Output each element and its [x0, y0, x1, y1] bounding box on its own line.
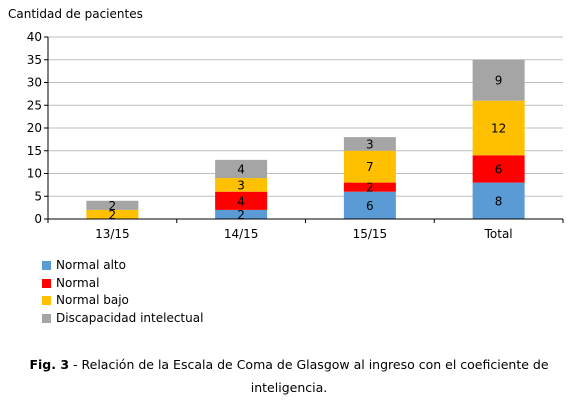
legend-swatch: [42, 296, 51, 306]
legend-item: Normal alto: [42, 257, 203, 275]
y-tick-label: 35: [27, 53, 42, 67]
legend-item: Discapacidad intelectual: [42, 310, 203, 328]
x-tick-label: Total: [484, 227, 513, 241]
bar-segment: [215, 159, 268, 179]
x-tick-label: 13/15: [95, 227, 130, 241]
y-tick-label: 0: [34, 212, 42, 226]
legend-item: Normal: [42, 275, 203, 293]
data-label: 12: [491, 122, 506, 136]
data-label: 2: [237, 208, 245, 222]
y-tick-label: 30: [27, 76, 42, 90]
data-label: 6: [366, 199, 374, 213]
data-label: 7: [366, 160, 374, 174]
legend-label: Normal bajo: [56, 293, 129, 307]
bar-segment: [343, 150, 396, 183]
y-axis-label: Cantidad de pacientes: [8, 7, 143, 21]
y-tick-label: 15: [27, 144, 42, 158]
legend-swatch: [42, 261, 51, 271]
y-tick-label: 25: [27, 98, 42, 112]
bar-segment: [215, 209, 268, 219]
data-label: 4: [237, 194, 245, 208]
data-label: 2: [109, 208, 117, 222]
data-label: 2: [109, 199, 117, 213]
data-label: 4: [237, 162, 245, 176]
data-label: 3: [366, 137, 374, 151]
bar-segment: [215, 178, 268, 192]
y-tick-label: 10: [27, 167, 42, 181]
figure-caption: Fig. 3 - Relación de la Escala de Coma d…: [0, 353, 578, 399]
gridlines: [48, 36, 563, 197]
bar-segment: [343, 137, 396, 151]
legend-label: Normal: [56, 275, 100, 290]
caption-label: Fig. 3: [29, 357, 70, 372]
data-label: 2: [366, 181, 374, 195]
y-tick-label: 20: [27, 121, 42, 135]
bar-segment: [343, 182, 396, 192]
bar-segment: [343, 191, 396, 219]
bar-segment: [472, 155, 525, 183]
x-tick-label: 14/15: [224, 227, 259, 241]
y-ticks: 0 5 10 15 20 25 30 35 40: [27, 30, 48, 226]
bar-segment: [472, 100, 525, 156]
stacked-bar-chart: Cantidad de pacientes 0 5 10 15 20 25 30 35 40 2…: [8, 7, 564, 241]
caption-text: - Relación de la Escala de Coma de Glasg…: [69, 357, 549, 395]
bar-segment: [472, 59, 525, 101]
legend-swatch: [42, 278, 51, 288]
bar-segment: [215, 191, 268, 210]
x-ticks: 13/15 14/15 15/15 Total: [47, 219, 564, 241]
bar-segment: [86, 209, 139, 219]
y-tick-label: 5: [34, 189, 42, 203]
legend-label: Normal alto: [56, 258, 126, 272]
data-label: 9: [495, 74, 503, 88]
data-label: 6: [495, 162, 503, 176]
data-label: 3: [237, 178, 245, 192]
data-label: 8: [495, 194, 503, 208]
legend-label: Discapacidad intelectual: [56, 310, 204, 325]
bar-segment: [472, 182, 525, 219]
legend-swatch: [42, 313, 51, 323]
y-tick-label: 40: [27, 30, 42, 44]
legend: Normal alto Normal Normal bajo Discapacidad…: [42, 257, 203, 327]
bar-segment: [86, 200, 139, 210]
legend-item: Normal bajo: [42, 292, 203, 310]
x-tick-label: 15/15: [353, 227, 388, 241]
